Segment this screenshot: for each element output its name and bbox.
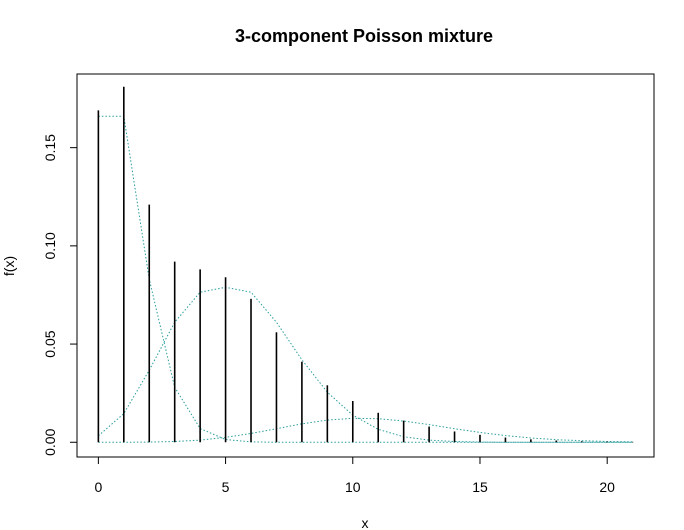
component-curves: [98, 115, 633, 443]
chart-title: 3-component Poisson mixture: [235, 26, 493, 46]
component-curve-2: [98, 286, 633, 443]
component-curve-1: [98, 115, 633, 443]
y-tick-label: 0.05: [42, 330, 58, 357]
y-tick-label: 0.15: [42, 134, 58, 161]
x-axis: 0 5 10 15 20: [94, 456, 615, 495]
y-axis-label: f(x): [1, 256, 17, 276]
x-tick-label: 5: [222, 479, 230, 495]
x-tick-label: 0: [94, 479, 102, 495]
x-axis-label: x: [362, 515, 369, 530]
x-tick-label: 10: [345, 479, 361, 495]
x-tick-label: 20: [599, 479, 615, 495]
component-curve-3: [98, 417, 633, 443]
y-tick-label: 0.00: [42, 428, 58, 455]
plot-frame: [76, 73, 655, 458]
mixture-spikes: [97, 86, 634, 443]
y-tick-label: 0.10: [42, 232, 58, 259]
x-tick-label: 15: [472, 479, 488, 495]
y-axis: 0.00 0.05 0.10 0.15: [42, 134, 78, 456]
